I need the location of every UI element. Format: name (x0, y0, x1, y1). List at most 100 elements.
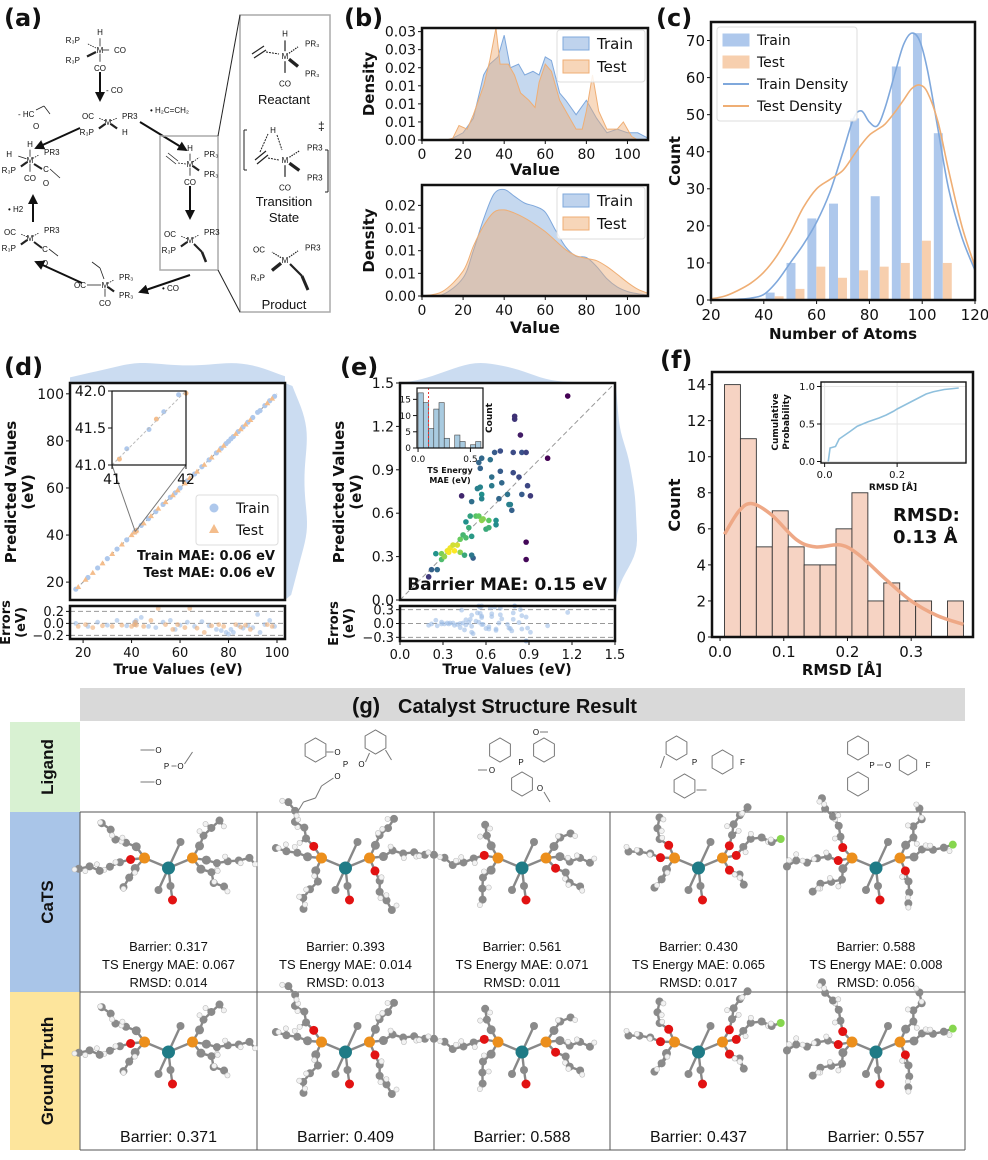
atom-P (669, 852, 680, 864)
density-area-test (421, 209, 649, 297)
atom-H (311, 873, 318, 879)
x-tick-label: 80 (577, 147, 595, 163)
atom-C (115, 1042, 124, 1051)
x-tick-label: 40 (495, 303, 513, 319)
atom-H (82, 868, 89, 874)
atom-P (540, 1036, 552, 1048)
y-tick-label: 15 (400, 396, 411, 406)
atom-F (948, 1024, 957, 1033)
bar-train (807, 218, 817, 300)
atom-H (416, 1037, 423, 1044)
x-tick-label: 80 (860, 306, 879, 324)
atom-O (875, 1079, 885, 1089)
barrier-point (468, 533, 475, 540)
x-tick-label: 40 (495, 147, 513, 163)
atom-C (154, 1070, 163, 1078)
test-point (155, 505, 162, 511)
atom-C (196, 864, 206, 874)
atom-H (453, 1041, 459, 1048)
atom-H (918, 998, 925, 1005)
barrier-point (497, 448, 504, 454)
atom-O (345, 895, 354, 905)
atom-H (196, 1012, 203, 1019)
y-tick-label: 0.01 (385, 266, 416, 282)
atom-H (664, 869, 671, 876)
y-tick-label: 41.5 (75, 421, 106, 437)
error-point (497, 612, 503, 618)
bond (289, 150, 300, 158)
ground-truth-barrier-value: Barrier: 0.588 (474, 1129, 571, 1146)
train-mae-annotation: Train MAE: 0.06 eV (137, 549, 275, 564)
atom-C (95, 866, 104, 875)
atom-H (109, 1016, 115, 1023)
bond (86, 51, 97, 58)
atom-H (739, 810, 746, 817)
atom-label: OC (164, 230, 176, 239)
atom-F (776, 1019, 785, 1028)
atom-H (282, 841, 289, 848)
chart-c: 20 40 60 80 100 120 0 10 20 30 40 50 60 70 Number of A… (666, 20, 988, 343)
y-tick-label: 0.01 (385, 97, 416, 113)
atom-label: H (282, 30, 288, 39)
legend-label: Train (596, 192, 633, 210)
atom-H (97, 1003, 104, 1010)
barrier-point (480, 516, 486, 522)
atom-label: PR3 (307, 174, 323, 183)
table-panel-label: (g) (352, 693, 380, 718)
x-tick-label: 1.2 (562, 648, 583, 663)
error-point (226, 631, 231, 637)
atom-H (282, 1025, 289, 1032)
atom-H (573, 1036, 580, 1043)
y-axis-label: Predicted Values (2, 421, 20, 564)
legend-box (716, 26, 858, 122)
atom-C (508, 886, 516, 894)
bar-train (829, 203, 838, 300)
y-tick-label: 0.02 (385, 198, 416, 214)
bond (20, 233, 28, 238)
atom-P (717, 1036, 728, 1048)
atom-H (293, 812, 300, 819)
atom-C (459, 1042, 468, 1051)
inset-point (124, 446, 130, 452)
chart-b-bottom: 0 20 40 60 80 100 0.00 0.01 0.01 0.01 0.02 Value Den… (360, 183, 650, 337)
atom-C (905, 1072, 914, 1081)
atom-P (364, 852, 375, 864)
ligand-ring (364, 729, 387, 755)
atom-label: OC (253, 246, 265, 255)
barrier-point (468, 498, 475, 505)
atom-H (913, 840, 920, 847)
atom-metal (869, 861, 883, 875)
atom-H (487, 825, 493, 832)
atom-label: CO (279, 184, 291, 193)
atom-H (835, 883, 842, 890)
legend-swatch (562, 36, 590, 51)
y-tick-label: 1.5 (372, 376, 394, 392)
atom-H (481, 868, 487, 875)
inset-hist-bar (475, 441, 482, 449)
atom-C (105, 1046, 114, 1055)
ligand-atom-label: O (155, 778, 161, 787)
atom-metal (869, 1045, 883, 1059)
atom-C (300, 823, 309, 832)
atom-H (377, 1079, 384, 1086)
test-mae-annotation: Test MAE: 0.06 eV (143, 566, 275, 581)
atom-H (742, 849, 749, 856)
cats-rmsd-value: RMSD: 0.011 (483, 975, 560, 990)
ligand-bond (385, 749, 392, 761)
cats-rmsd-value: RMSD: 0.017 (659, 975, 737, 990)
error-point (257, 630, 263, 635)
atom-O (345, 1079, 354, 1089)
atom-O (479, 1034, 489, 1044)
plot-frame (416, 387, 484, 449)
y-tick-label: 42.0 (75, 384, 106, 400)
y-tick-label: 10 (686, 254, 705, 272)
x-tick-label: 0.0 (708, 643, 732, 661)
barrier-point (457, 549, 464, 556)
atom-label: O (43, 179, 49, 188)
test-point (186, 474, 193, 480)
ligand-bond (365, 752, 370, 763)
bond (254, 150, 267, 161)
error-point (267, 618, 273, 623)
atom-O (521, 1079, 531, 1089)
